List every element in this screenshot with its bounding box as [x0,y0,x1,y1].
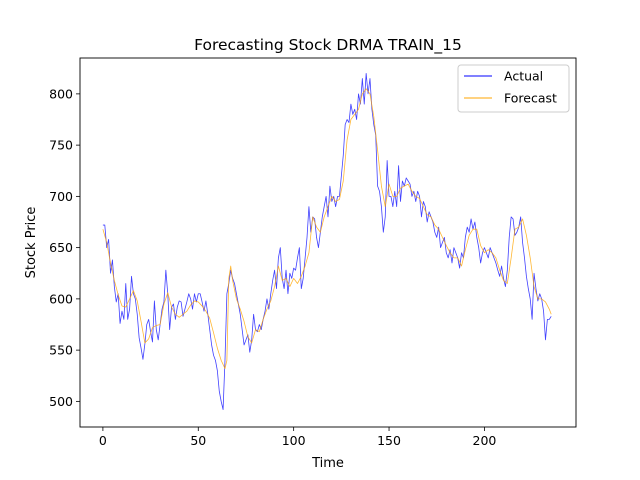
plot-area [80,58,576,427]
x-tick-label: 150 [377,433,401,448]
x-tick-label: 50 [190,433,206,448]
series-layer [102,72,552,410]
y-tick-label: 550 [49,343,73,358]
chart-title: Forecasting Stock DRMA TRAIN_15 [194,36,462,55]
plot-frame [79,57,577,428]
y-tick-label: 600 [49,291,73,306]
y-tick-label: 800 [49,86,73,101]
y-tick-label: 650 [49,240,73,255]
y-axis: 500 550 600 650 700 750 800 [49,86,80,409]
legend-label-forecast: Forecast [504,91,557,106]
legend: Actual Forecast [457,64,570,113]
x-axis-label: Time [311,456,344,471]
y-tick-label: 500 [49,394,73,409]
x-tick-label: 200 [473,433,497,448]
x-axis: 0 50 100 150 200 [99,427,496,448]
series-line-forecast [102,88,552,369]
legend-label-actual: Actual [504,69,543,84]
y-axis-label: Stock Price [24,207,39,279]
y-tick-label: 750 [49,138,73,153]
x-tick-label: 100 [282,433,306,448]
legend-box [457,64,570,113]
series-line-actual [102,72,552,410]
x-tick-label: 0 [99,433,107,448]
y-tick-label: 700 [49,189,73,204]
